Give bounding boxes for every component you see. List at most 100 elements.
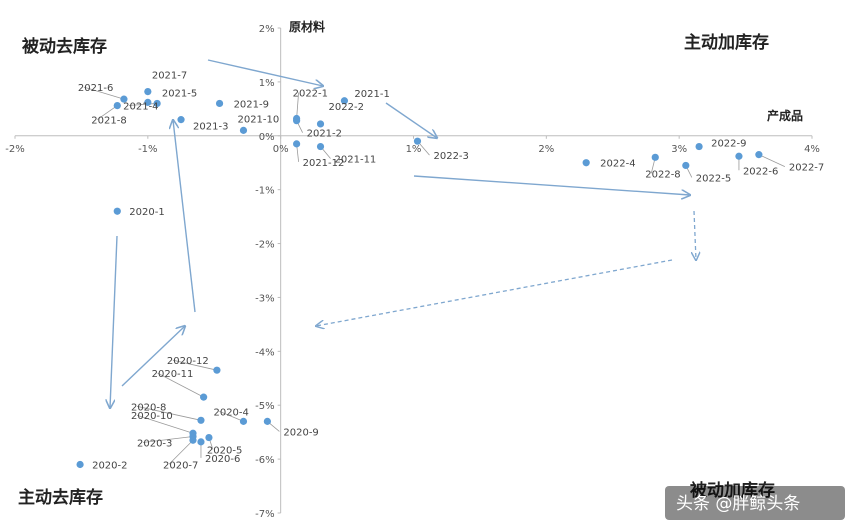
data-label-2021-7: 2021-7	[152, 71, 187, 82]
y-tick-label: -2%	[255, 240, 274, 251]
label-leader-line	[219, 411, 244, 422]
x-tick-label: 0%	[273, 144, 289, 155]
data-point-2021-8	[113, 102, 121, 110]
trend-arrow-dashed	[316, 259, 673, 326]
data-point-2022-6	[735, 152, 743, 160]
trend-arrow	[385, 102, 437, 138]
data-point-2022-4	[582, 159, 590, 167]
data-label-2020-9: 2020-9	[283, 427, 318, 438]
quadrant-label-top-right: 主动加库存	[684, 32, 769, 53]
label-leader-line	[157, 372, 204, 398]
y-tick-label: -6%	[255, 455, 274, 466]
label-leader-lines	[83, 86, 786, 465]
data-label-2021-10: 2021-10	[237, 114, 279, 125]
data-point-2020-11	[200, 393, 208, 401]
data-point-2022-7	[755, 151, 763, 159]
x-tick-label: 3%	[671, 144, 687, 155]
data-label-2020-3: 2020-3	[137, 438, 172, 449]
x-tick-label: 4%	[804, 144, 820, 155]
data-point-2022-8	[651, 153, 659, 161]
data-point-2020-2	[76, 460, 84, 469]
trend-arrow-dashed	[694, 210, 696, 260]
data-label-2020-4: 2020-4	[213, 407, 248, 418]
trend-arrow	[121, 326, 185, 387]
data-label-2021-8: 2021-8	[91, 116, 126, 127]
data-point-2021-5	[144, 98, 152, 106]
data-label-2021-4: 2021-4	[123, 101, 158, 112]
data-label-2020-2: 2020-2	[92, 461, 127, 472]
data-label-2022-1: 2022-1	[293, 89, 328, 100]
data-label-2021-11: 2021-11	[335, 155, 377, 166]
label-leader-line	[142, 436, 194, 443]
data-point-2020-10	[189, 429, 197, 437]
data-label-2022-4: 2022-4	[600, 159, 635, 170]
quadrant-label-bottom-right: 被动加库存	[690, 480, 775, 501]
data-label-2022-8: 2022-8	[645, 169, 680, 180]
label-leader-line	[136, 414, 194, 434]
watermark-background	[665, 486, 845, 520]
y-tick-label: -1%	[255, 186, 274, 197]
data-label-2020-10: 2020-10	[131, 411, 173, 422]
label-leader-line	[172, 359, 217, 371]
data-label-2021-2: 2021-2	[307, 129, 342, 140]
data-point-2020-7	[189, 436, 197, 444]
trend-arrow	[413, 175, 690, 195]
y-tick-label: -7%	[255, 509, 274, 520]
data-point-2021-11	[316, 142, 325, 151]
data-point-2021-3	[177, 116, 185, 124]
data-label-2022-9: 2022-9	[711, 139, 746, 150]
data-label-2022-2: 2022-2	[329, 102, 364, 113]
data-label-2021-12: 2021-12	[303, 158, 345, 169]
y-axis-title: 原材料	[289, 19, 325, 34]
data-label-2020-8: 2020-8	[131, 402, 166, 413]
data-label-2021-6: 2021-6	[78, 83, 113, 94]
data-label-2020-1: 2020-1	[129, 207, 164, 218]
trend-arrow	[207, 59, 323, 86]
data-label-2022-6: 2022-6	[743, 166, 778, 177]
data-point-2020-12	[213, 366, 221, 374]
data-point-2022-2	[316, 120, 325, 128]
x-axis-title: 产成品	[767, 108, 803, 123]
data-point-2020-9	[263, 417, 271, 425]
data-point-2020-1	[113, 207, 121, 215]
data-label-2020-6: 2020-6	[205, 454, 240, 465]
data-point-2022-9	[695, 142, 703, 151]
y-tick-label: 1%	[259, 78, 275, 89]
trend-arrow	[173, 120, 196, 313]
x-tick-label: -1%	[138, 144, 157, 155]
trend-arrows	[110, 59, 696, 408]
data-point-2020-8	[197, 416, 205, 424]
data-label-2021-9: 2021-9	[234, 99, 269, 110]
label-leader-line	[168, 439, 194, 465]
x-tick-label: 1%	[406, 144, 422, 155]
label-leader-line	[83, 86, 125, 100]
y-tick-label: -4%	[255, 347, 274, 358]
data-point-2020-6	[197, 438, 205, 446]
data-point-2022-1	[293, 114, 301, 123]
data-point-2020-4	[239, 417, 248, 425]
data-point-2021-7	[144, 87, 152, 96]
watermark: 头条 @胖鲸头条	[665, 486, 845, 520]
trend-arrow	[110, 235, 118, 408]
data-label-2022-5: 2022-5	[696, 173, 731, 184]
y-tick-label: -3%	[255, 293, 274, 304]
data-point-2021-9	[215, 99, 224, 108]
data-points	[76, 87, 763, 469]
data-point-2021-1	[340, 97, 349, 105]
watermark-text: 头条 @胖鲸头条	[676, 494, 800, 514]
data-point-2021-12	[293, 140, 301, 148]
data-label-2020-12: 2020-12	[167, 356, 209, 367]
data-point-2020-5	[205, 433, 213, 442]
y-tick-label: 0%	[259, 132, 275, 143]
data-point-2021-10	[239, 126, 248, 134]
x-tick-label: -2%	[5, 144, 24, 155]
x-tick-label: 2%	[538, 144, 554, 155]
y-tick-label: 2%	[259, 24, 275, 35]
data-label-2020-11: 2020-11	[152, 369, 194, 380]
quadrant-label-top-left: 被动去库存	[22, 36, 107, 57]
data-point-2022-5	[682, 161, 690, 170]
data-label-2020-7: 2020-7	[163, 460, 198, 471]
data-label-2021-1: 2021-1	[354, 89, 389, 100]
